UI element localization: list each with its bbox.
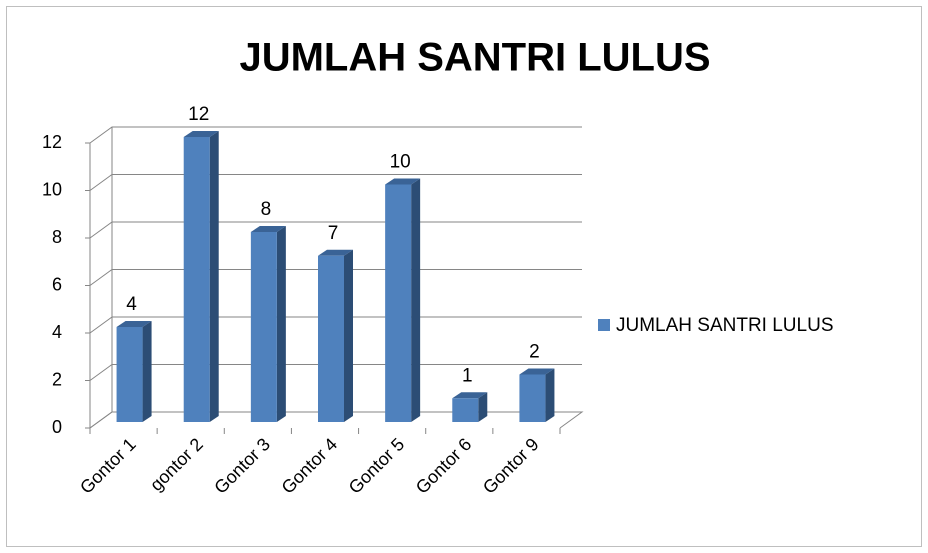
- data-label: 4: [126, 294, 137, 315]
- data-label: 12: [188, 104, 209, 125]
- bar-side: [209, 131, 219, 422]
- grid-line: [89, 221, 582, 239]
- grid-line: [89, 411, 582, 429]
- y-tick-label: 2: [52, 369, 62, 389]
- grid-line: [89, 364, 582, 381]
- bar-front: [250, 232, 277, 422]
- bar: [183, 131, 219, 422]
- legend-label: JUMLAH SANTRI LULUS: [616, 315, 834, 336]
- chart-border: [6, 6, 922, 547]
- bar-top: [116, 321, 152, 327]
- data-label: 10: [390, 152, 411, 173]
- bar-top: [385, 178, 421, 185]
- bar-front: [183, 137, 210, 422]
- bar-side: [142, 321, 152, 422]
- bar: [519, 368, 555, 422]
- bar: [385, 178, 421, 422]
- y-tick-label: 10: [42, 179, 62, 199]
- bar: [452, 392, 488, 422]
- bar-side: [344, 249, 353, 422]
- bar-front: [318, 255, 344, 422]
- bar-side: [478, 392, 488, 422]
- bar-top: [183, 131, 219, 137]
- data-label: 8: [261, 199, 272, 220]
- bar-side: [276, 226, 286, 422]
- bar: [318, 249, 353, 422]
- bar-top: [318, 249, 353, 256]
- bar-top: [250, 226, 286, 232]
- bar-front: [385, 184, 412, 422]
- y-tick-label: 12: [42, 132, 62, 152]
- bar: [116, 321, 152, 422]
- bar: [250, 226, 286, 422]
- grid-line: [89, 316, 582, 334]
- bar-front: [452, 398, 479, 422]
- chart-title: JUMLAH SANTRI LULUS: [239, 36, 710, 80]
- y-tick-label: 4: [52, 322, 62, 342]
- y-tick-label: 6: [52, 274, 62, 294]
- grid-line: [89, 174, 582, 191]
- data-label: 1: [462, 365, 473, 386]
- bar-top: [519, 368, 555, 375]
- data-label: 2: [529, 342, 540, 363]
- bar-front: [116, 327, 143, 422]
- legend-swatch: [598, 319, 610, 331]
- grid-line: [89, 126, 582, 144]
- bar-side: [411, 178, 421, 422]
- y-tick-label: 8: [52, 227, 62, 247]
- bar-top: [452, 392, 488, 399]
- bar-side: [545, 368, 555, 422]
- data-label: 7: [328, 223, 339, 244]
- y-tick-label: 0: [52, 417, 62, 437]
- bar-front: [519, 374, 546, 422]
- grid-line: [89, 269, 582, 286]
